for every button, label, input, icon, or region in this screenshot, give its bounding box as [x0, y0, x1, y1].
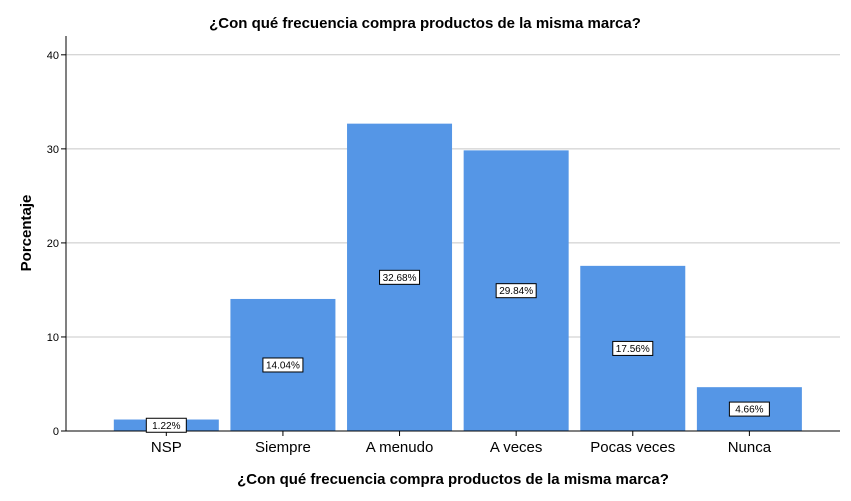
data-label-text: 29.84% — [499, 286, 533, 297]
data-label-text: 14.04% — [266, 360, 300, 371]
y-tick-label: 30 — [47, 144, 59, 156]
x-tick-label: A veces — [490, 439, 543, 456]
data-label-box — [145, 417, 187, 433]
data-label: 29.84% — [495, 283, 537, 299]
data-label-box — [728, 401, 770, 417]
y-axis-title: Porcentaje — [18, 195, 35, 272]
data-label-box — [379, 269, 421, 285]
x-axis-ticks: NSP Siempre A menudo A veces Pocas veces Nunc… — [151, 431, 772, 456]
data-label-text: 17.56% — [616, 344, 650, 355]
x-axis-title: ¿Con qué frecuencia compra productos de … — [237, 471, 669, 488]
gridlines — [66, 54, 840, 338]
x-tick-label: A menudo — [366, 439, 434, 456]
x-tick-label: Nunca — [728, 439, 772, 456]
data-label-text: 1.22% — [152, 421, 180, 432]
bars — [113, 123, 802, 432]
y-tick-label: 40 — [47, 50, 59, 62]
data-labels: 1.22% 14.04% 32.68% 29.84% 17.56% 4.66% — [145, 269, 770, 433]
y-tick-label: 10 — [47, 332, 59, 344]
data-label: 17.56% — [612, 340, 654, 356]
data-label-text: 4.66% — [735, 405, 763, 416]
data-label: 32.68% — [379, 269, 421, 285]
data-label-box — [262, 357, 304, 373]
data-label-box — [495, 283, 537, 299]
data-label-text: 32.68% — [383, 273, 417, 284]
data-label: 14.04% — [262, 357, 304, 373]
x-tick-label: NSP — [151, 439, 182, 456]
y-tick-label: 20 — [47, 238, 59, 250]
data-label: 1.22% — [145, 417, 187, 433]
data-label-box — [612, 340, 654, 356]
x-tick-label: Siempre — [255, 439, 311, 456]
y-axis-ticks: 0 10 20 30 40 — [47, 50, 66, 438]
x-tick-label: Pocas veces — [590, 439, 675, 456]
data-label: 4.66% — [728, 401, 770, 417]
y-tick-label: 0 — [53, 426, 59, 438]
chart-title: ¿Con qué frecuencia compra productos de … — [209, 15, 641, 32]
